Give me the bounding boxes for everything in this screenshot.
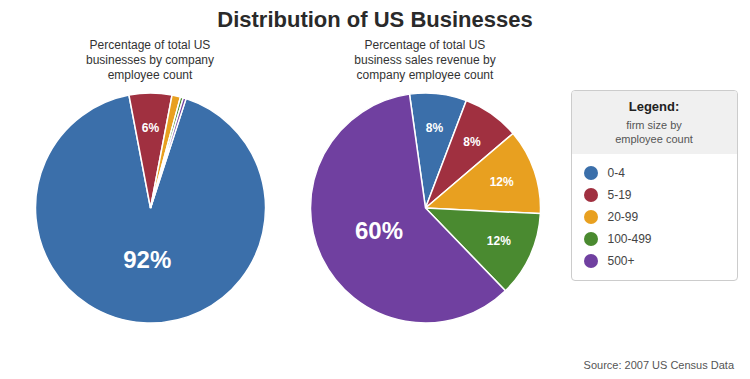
svg-text:60%: 60% (354, 217, 402, 244)
svg-text:92%: 92% (123, 246, 171, 273)
svg-text:8%: 8% (425, 121, 443, 135)
svg-text:12%: 12% (489, 175, 513, 189)
html-text:5-19: 5-19 (607, 188, 632, 202)
svg-text:8%: 8% (463, 135, 481, 149)
html-text:500+: 500+ (607, 254, 635, 268)
html-text:business sales revenue by: business sales revenue by (354, 53, 496, 67)
html-text:firm size by: firm size by (626, 119, 682, 131)
html-text:employee count: employee count (615, 133, 693, 145)
svg-text:6%: 6% (141, 121, 159, 135)
svg-text:12%: 12% (486, 234, 510, 248)
html-text:company employee count: company employee count (356, 68, 494, 82)
html-text:0-4: 0-4 (607, 166, 625, 180)
html-text:100-499: 100-499 (607, 232, 652, 246)
html-text:20-99: 20-99 (607, 210, 639, 224)
html-text:businesses by company: businesses by company (86, 53, 214, 67)
html-text:employee count: employee count (107, 68, 193, 82)
html-text:Percentage of total US: Percentage of total US (89, 38, 211, 52)
html-text:Distribution of US Businesses: Distribution of US Businesses (217, 7, 533, 32)
html-text:Legend:: Legend: (628, 99, 680, 114)
html-text:Source: 2007 US Census Data: Source: 2007 US Census Data (583, 359, 734, 371)
html-text:Percentage of total US: Percentage of total US (364, 38, 486, 52)
